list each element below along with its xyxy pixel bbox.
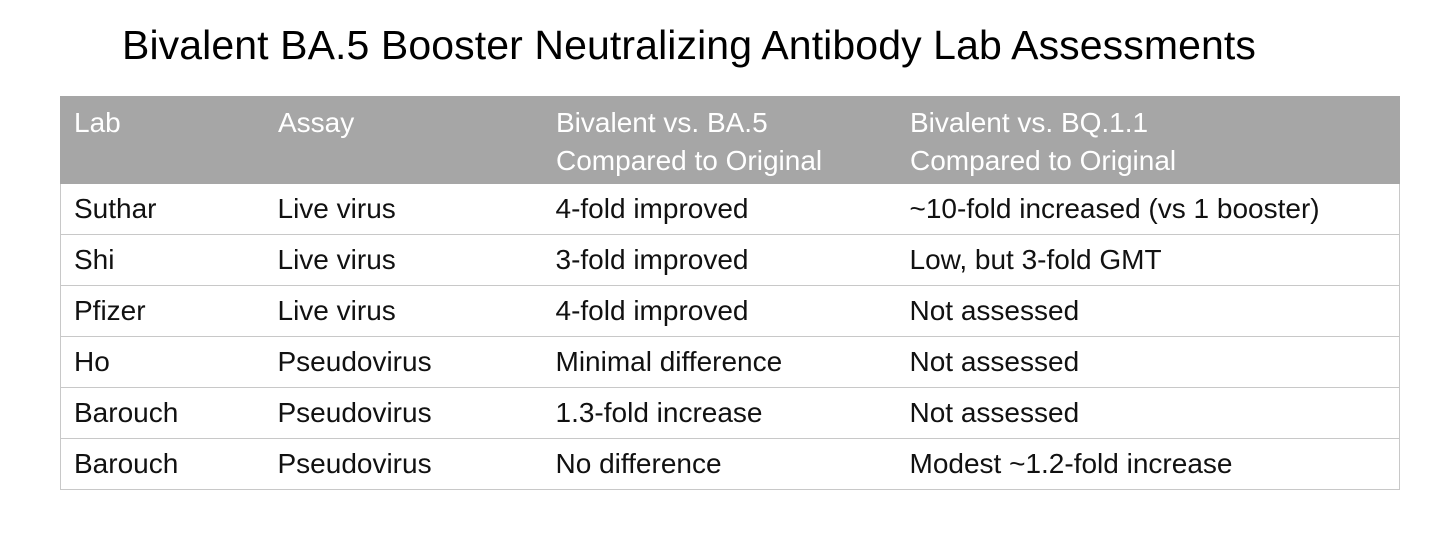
cell-lab: Barouch — [60, 438, 265, 490]
cell-lab: Ho — [60, 336, 265, 388]
header-bq-line2: Compared to Original — [910, 145, 1177, 176]
table-row: Barouch Pseudovirus 1.3-fold increase No… — [60, 387, 1400, 439]
cell-assay: Live virus — [264, 285, 543, 337]
cell-ba5: No difference — [542, 438, 897, 490]
header-row: Lab Assay Bivalent vs. BA.5 Compared to … — [60, 96, 1400, 184]
cell-ba5: 4-fold improved — [542, 183, 897, 235]
cell-bq: Not assessed — [896, 336, 1400, 388]
cell-bq: Low, but 3-fold GMT — [896, 234, 1400, 286]
header-ba5-line1: Bivalent vs. BA.5 — [556, 107, 768, 138]
cell-bq: Not assessed — [896, 387, 1400, 439]
header-bq: Bivalent vs. BQ.1.1 Compared to Original — [896, 96, 1400, 184]
header-lab: Lab — [60, 96, 265, 184]
cell-assay: Live virus — [264, 183, 543, 235]
cell-lab: Barouch — [60, 387, 265, 439]
header-ba5: Bivalent vs. BA.5 Compared to Original — [542, 96, 897, 184]
header-lab-text: Lab — [74, 107, 121, 138]
lab-assessments-table: Lab Assay Bivalent vs. BA.5 Compared to … — [60, 96, 1400, 490]
cell-ba5: 1.3-fold increase — [542, 387, 897, 439]
cell-ba5: Minimal difference — [542, 336, 897, 388]
cell-lab: Suthar — [60, 183, 265, 235]
table-row: Suthar Live virus 4-fold improved ~10-fo… — [60, 183, 1400, 235]
header-assay: Assay — [264, 96, 543, 184]
header-ba5-line2: Compared to Original — [556, 145, 823, 176]
header-bq-line1: Bivalent vs. BQ.1.1 — [910, 107, 1149, 138]
cell-bq: Not assessed — [896, 285, 1400, 337]
cell-ba5: 4-fold improved — [542, 285, 897, 337]
header-assay-text: Assay — [278, 107, 355, 138]
cell-bq: Modest ~1.2-fold increase — [896, 438, 1400, 490]
cell-assay: Pseudovirus — [264, 336, 543, 388]
cell-assay: Live virus — [264, 234, 543, 286]
table-row: Ho Pseudovirus Minimal difference Not as… — [60, 336, 1400, 388]
cell-lab: Shi — [60, 234, 265, 286]
cell-bq: ~10-fold increased (vs 1 booster) — [896, 183, 1400, 235]
table-row: Pfizer Live virus 4-fold improved Not as… — [60, 285, 1400, 337]
page-title: Bivalent BA.5 Booster Neutralizing Antib… — [122, 22, 1257, 68]
cell-lab: Pfizer — [60, 285, 265, 337]
table-row: Barouch Pseudovirus No difference Modest… — [60, 438, 1400, 490]
cell-assay: Pseudovirus — [264, 438, 543, 490]
cell-assay: Pseudovirus — [264, 387, 543, 439]
cell-ba5: 3-fold improved — [542, 234, 897, 286]
table-row: Shi Live virus 3-fold improved Low, but … — [60, 234, 1400, 286]
